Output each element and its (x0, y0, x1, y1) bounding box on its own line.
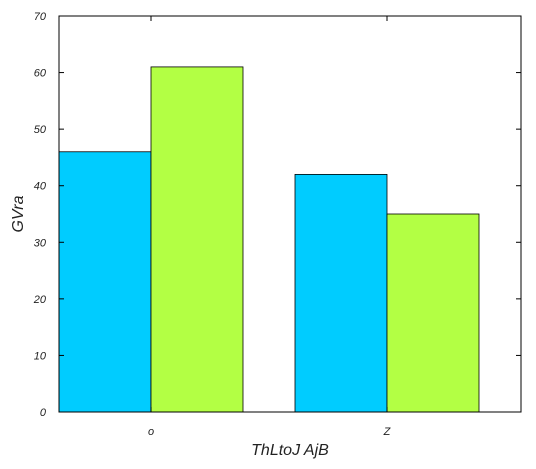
plot-frame (58, 15, 522, 413)
y-axis-ticks: 0 10 20 30 40 50 60 70 (33, 11, 521, 419)
bar-Z-series-1 (294, 173, 388, 413)
y-tick-label: 20 (33, 294, 47, 306)
y-axis-label: GVra (10, 195, 27, 232)
bar-o-series-2 (150, 66, 244, 413)
y-tick-label: 70 (34, 11, 47, 23)
x-tick-label: Z (383, 426, 392, 438)
bars-group (58, 66, 480, 413)
x-tick-label: o (148, 426, 154, 438)
y-tick-label: 60 (34, 68, 47, 80)
y-tick-label: 0 (40, 407, 47, 419)
x-axis-label: ThLtoJ AjB (251, 442, 329, 459)
y-tick-label: 50 (34, 124, 47, 136)
y-tick-label: 30 (34, 237, 47, 249)
bar-o-series-1 (58, 151, 152, 413)
y-tick-label: 10 (34, 350, 47, 362)
y-tick-label: 40 (34, 181, 47, 193)
bar-Z-series-2 (386, 213, 480, 413)
